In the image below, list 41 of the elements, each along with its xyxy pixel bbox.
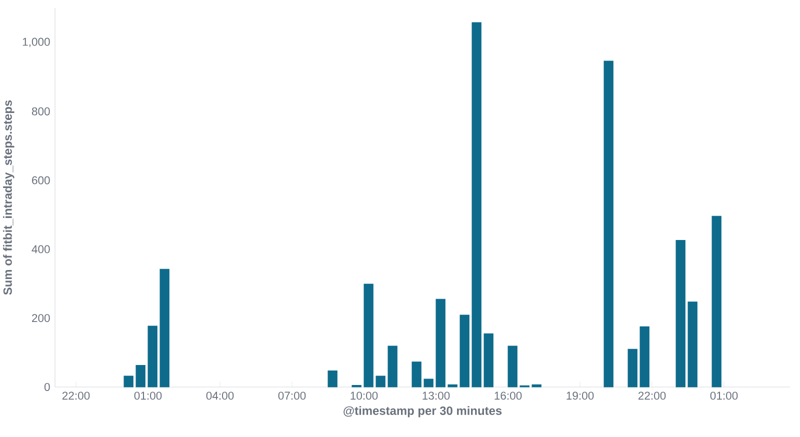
x-tick-label: 22:00 (62, 392, 90, 400)
y-tick-label: 0 (44, 383, 50, 391)
bar (376, 376, 386, 388)
x-tick-label: 10:00 (350, 392, 378, 400)
bar (448, 384, 458, 388)
bar (628, 348, 638, 388)
x-axis-title: @timestamp per 30 minutes (344, 406, 502, 418)
bar (640, 326, 650, 388)
bar (160, 268, 170, 388)
bar (136, 365, 146, 388)
x-tick-label: 07:00 (278, 392, 306, 400)
x-tick-label: 13:00 (422, 392, 450, 400)
y-axis-title: Sum of fitbit_intraday_steps.steps (3, 100, 14, 295)
bar (412, 362, 422, 388)
x-tick-label: 01:00 (710, 392, 738, 400)
x-tick-label: 22:00 (638, 392, 666, 400)
bar (532, 384, 542, 388)
bar (148, 326, 158, 388)
bar (604, 60, 614, 388)
bar (436, 298, 446, 388)
bar (688, 302, 698, 388)
x-tick-label: 04:00 (206, 392, 234, 400)
bar (124, 376, 134, 388)
bar (484, 333, 494, 388)
y-tick-label: 400 (32, 245, 50, 254)
y-tick-label: 800 (32, 107, 50, 116)
bar (460, 314, 470, 388)
bar (328, 370, 338, 388)
y-tick-label: 600 (32, 176, 50, 184)
bar (472, 22, 482, 388)
bar (712, 216, 722, 388)
x-tick-label: 19:00 (566, 392, 594, 400)
x-tick-label: 01:00 (134, 392, 162, 400)
y-tick-label: 1,000 (22, 38, 50, 48)
bar (508, 346, 518, 388)
bar (676, 240, 686, 388)
bar (364, 284, 374, 388)
y-tick-label: 200 (32, 314, 50, 322)
bar (388, 346, 398, 388)
bar (424, 378, 434, 388)
x-tick-label: 16:00 (494, 392, 522, 400)
